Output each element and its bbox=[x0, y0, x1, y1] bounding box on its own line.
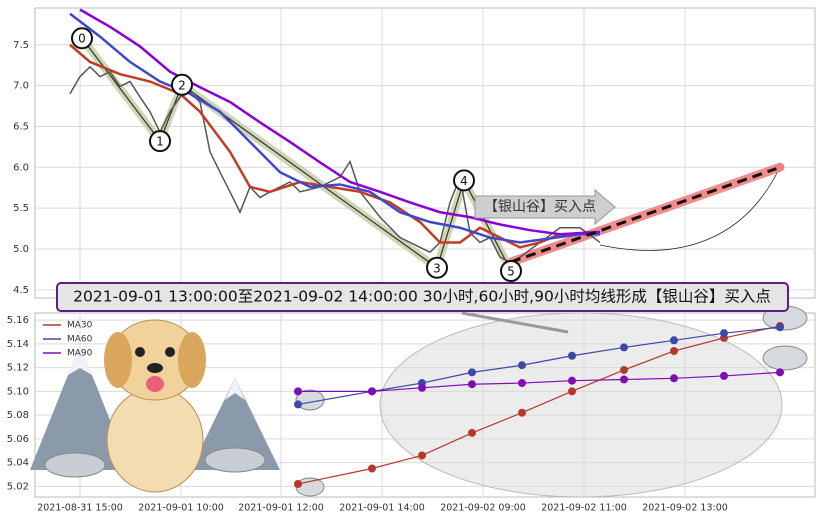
pattern-point bbox=[171, 73, 193, 96]
mountain-snow bbox=[68, 345, 92, 375]
x-tick-label: 2021-09-01 10:00 bbox=[138, 503, 224, 514]
series-marker bbox=[568, 351, 576, 360]
series-marker bbox=[670, 346, 678, 355]
pattern-point-label: 1 bbox=[156, 135, 164, 149]
series-marker bbox=[468, 428, 476, 437]
dog-eye bbox=[135, 347, 145, 357]
legend-label: MA30 bbox=[67, 321, 93, 331]
series-marker bbox=[294, 479, 302, 488]
x-tick-label: 2021-09-02 11:00 bbox=[541, 503, 627, 514]
series-marker bbox=[620, 343, 628, 352]
x-tick-label: 2021-09-02 09:00 bbox=[440, 503, 526, 514]
series-marker bbox=[518, 361, 526, 370]
series-marker bbox=[368, 387, 376, 396]
series-line bbox=[69, 65, 601, 263]
dog-ear bbox=[178, 332, 206, 388]
label-layer: 【银山谷】买入点 2021-09-01 13:00:00至2021-09-02 … bbox=[7, 27, 789, 514]
silver-icon bbox=[762, 345, 808, 371]
series-marker bbox=[776, 323, 784, 332]
x-tick-label: 2021-09-01 12:00 bbox=[238, 503, 324, 514]
mark-layer bbox=[69, 8, 785, 488]
mountain bbox=[190, 378, 280, 470]
dog-tongue bbox=[146, 376, 164, 392]
series-marker bbox=[620, 375, 628, 384]
pointer-arrow bbox=[461, 311, 569, 334]
y-tick-label: 5.08 bbox=[7, 410, 29, 421]
series-line bbox=[69, 12, 600, 244]
series-marker bbox=[368, 464, 376, 473]
trend-end bbox=[776, 163, 784, 172]
pattern-point-label: 0 bbox=[78, 32, 86, 46]
pattern-point bbox=[149, 130, 171, 153]
pattern-point-label: 3 bbox=[433, 261, 441, 275]
pattern-point-label: 5 bbox=[507, 265, 515, 279]
y-tick-label: 5.0 bbox=[13, 244, 29, 255]
series-line bbox=[297, 326, 781, 405]
series-marker bbox=[620, 365, 628, 374]
series-marker bbox=[468, 368, 476, 377]
y-tick-label: 4.5 bbox=[13, 285, 29, 296]
annotation-text: 【银山谷】买入点 bbox=[484, 199, 596, 215]
series-marker bbox=[418, 451, 426, 460]
y-tick-label: 6.5 bbox=[13, 121, 29, 132]
y-tick-label: 5.12 bbox=[7, 363, 29, 374]
series-line bbox=[297, 325, 781, 485]
dog-nose bbox=[147, 363, 163, 373]
series-marker bbox=[776, 368, 784, 377]
mountain-snow bbox=[225, 378, 245, 400]
series-marker bbox=[418, 383, 426, 392]
silver-ingot bbox=[204, 447, 266, 473]
y-tick-label: 5.04 bbox=[7, 458, 29, 469]
dog-ear bbox=[104, 332, 132, 388]
legend-label: MA60 bbox=[67, 335, 93, 345]
series-marker bbox=[518, 408, 526, 417]
y-tick-label: 5.5 bbox=[13, 203, 29, 214]
y-tick-label: 6.0 bbox=[13, 162, 29, 173]
highlight-ellipse bbox=[379, 312, 783, 498]
series-marker bbox=[568, 387, 576, 396]
mountain bbox=[30, 345, 130, 470]
x-tick-label: 2021-09-02 13:00 bbox=[642, 503, 728, 514]
x-tick-label: 2021-08-31 15:00 bbox=[37, 503, 123, 514]
y-tick-label: 7.5 bbox=[13, 40, 29, 51]
series-line bbox=[298, 371, 781, 392]
y-tick-label: 5.06 bbox=[7, 434, 29, 445]
pattern-point bbox=[500, 260, 522, 283]
decoration bbox=[30, 166, 808, 498]
series-line bbox=[79, 8, 601, 236]
series-marker bbox=[468, 380, 476, 389]
banner-title: 2021-09-01 13:00:00至2021-09-02 14:00:00 … bbox=[73, 288, 771, 306]
legend-label: MA90 bbox=[67, 349, 93, 359]
y-tick-label: 5.10 bbox=[7, 386, 29, 397]
silver-ingot bbox=[44, 452, 106, 478]
pattern-point bbox=[453, 169, 475, 192]
pattern-point bbox=[426, 256, 448, 279]
x-tick-label: 2021-09-01 14:00 bbox=[339, 503, 425, 514]
series-marker bbox=[568, 376, 576, 385]
pattern-point-label: 2 bbox=[178, 78, 186, 92]
series-marker bbox=[720, 329, 728, 338]
trend-highlight bbox=[506, 162, 785, 267]
y-tick-label: 5.14 bbox=[7, 339, 29, 350]
pattern-point bbox=[71, 27, 93, 50]
series-marker bbox=[294, 387, 302, 396]
series-marker bbox=[670, 336, 678, 345]
y-tick-label: 5.16 bbox=[7, 315, 29, 326]
series-marker bbox=[294, 400, 302, 409]
annotation-arrow bbox=[474, 188, 616, 226]
pattern-point-label: 4 bbox=[460, 174, 468, 188]
dog-body bbox=[106, 387, 204, 493]
series-marker bbox=[670, 374, 678, 383]
series-marker bbox=[720, 371, 728, 380]
banner-box bbox=[56, 282, 789, 312]
y-tick-label: 7.0 bbox=[13, 81, 29, 92]
series-marker bbox=[518, 379, 526, 388]
series-line bbox=[69, 43, 600, 249]
y-tick-label: 5.02 bbox=[7, 481, 29, 492]
curve-arrow bbox=[599, 166, 781, 251]
dog-eye bbox=[165, 347, 175, 357]
pattern-line bbox=[81, 37, 512, 272]
